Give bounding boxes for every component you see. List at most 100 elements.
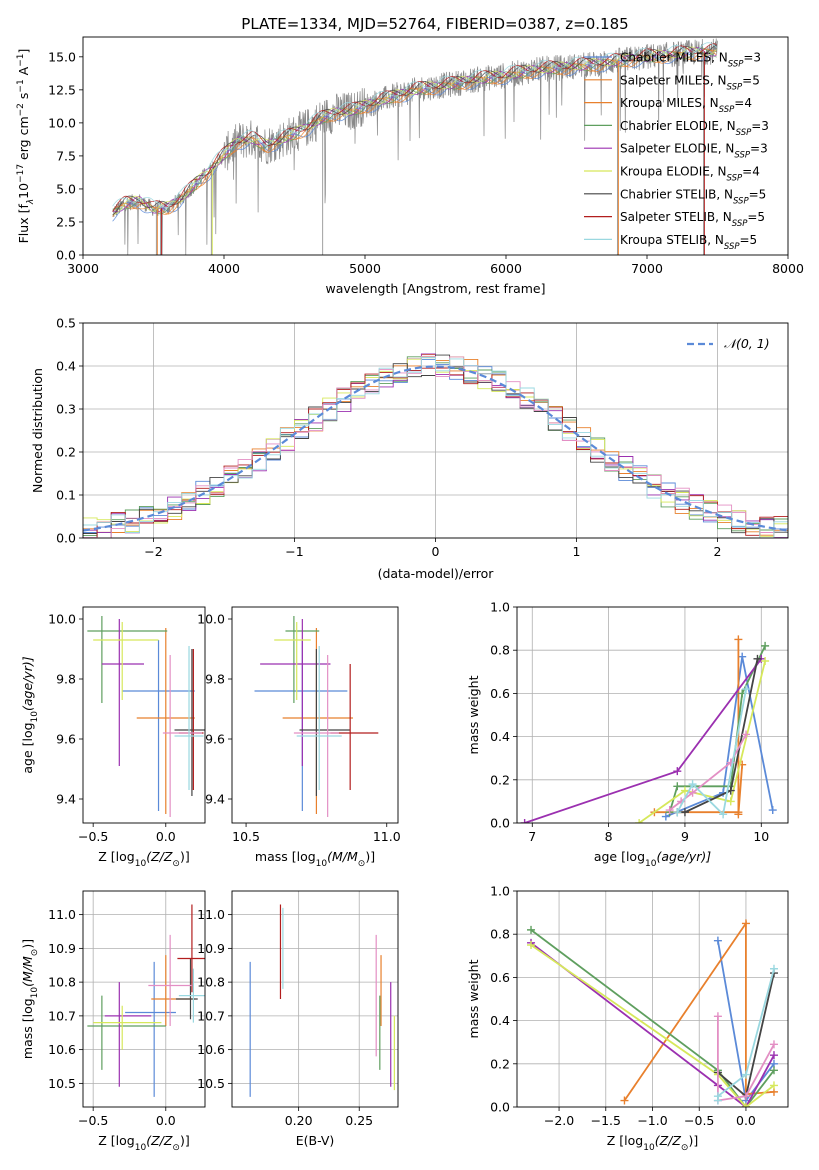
spectrum-plot-area [112, 38, 718, 255]
massweight-marker [635, 819, 644, 823]
y-tick-label: 0.4 [56, 359, 76, 374]
massweight-marker [726, 797, 735, 806]
grid [83, 891, 205, 1107]
x-axis-label-part: )] [180, 849, 190, 864]
grid [232, 891, 398, 1107]
y-tick-label: 0.8 [490, 643, 510, 658]
y-axis-label-part: ] [16, 49, 31, 54]
y-axis-label-part: 10 [16, 183, 31, 199]
x-tick-label: 1 [573, 544, 581, 559]
y-tick-label: 1.0 [490, 600, 510, 615]
massweight-marker [738, 652, 747, 661]
age-vs-mass-panel: 10.5 11.0 9.4 9.6 9.8 10.0 mass [log10(M/M⊙)] [197, 606, 401, 869]
massweight-line [530, 929, 775, 1107]
axes-frame [82, 36, 789, 256]
errorbar-point [177, 904, 205, 993]
x-tick-label: 2 [714, 544, 722, 559]
y-axis-label-part: mass [log [20, 998, 35, 1059]
y-axis-label-part: −1 [16, 54, 26, 67]
massweight-line [676, 688, 747, 817]
errorbar-point [260, 619, 331, 766]
x-axis-label-part: age [log [594, 849, 645, 864]
y-tick-label: 0.8 [490, 927, 510, 942]
y-axis-label: age [log10(age/yr)] [20, 656, 40, 773]
legend-entry-part: =5 [740, 233, 758, 247]
y-axis-label: mass weight [466, 675, 481, 754]
legend-entry-part: SSP [724, 242, 740, 252]
y-tick-label: 0.0 [56, 248, 76, 263]
y-tick-label: 15.0 [48, 49, 76, 64]
errorbar-point [330, 664, 379, 790]
massweight-marker [661, 812, 670, 821]
massweight-marker [769, 1066, 778, 1075]
legend-entry: Chabrier ELODIE, NSSP=3 [620, 119, 769, 138]
y-tick-label: 2.5 [56, 214, 76, 229]
errorbar-point [162, 655, 203, 817]
legend-entry: Salpeter MILES, NSSP=5 [620, 73, 760, 92]
errorbar-point [93, 622, 159, 700]
massweight-line [668, 645, 766, 813]
y-axis-label-part: 10 [30, 987, 40, 999]
y-tick-label: 10.7 [48, 1008, 76, 1023]
massweight-marker [734, 635, 743, 644]
legend-entry: Kroupa STELIB, NSSP=5 [620, 233, 757, 252]
y-axis-label-part: −1 [16, 79, 26, 92]
x-axis-label-part: (Z/Z [655, 1133, 682, 1148]
x-axis-label: Z [log10(Z/Z⊙)] [98, 849, 189, 869]
axes-frame [82, 890, 206, 1108]
x-axis-label-part: (M/M [327, 849, 358, 864]
y-axis-label-part: s [16, 93, 31, 104]
y-axis-label-part: erg cm [16, 116, 31, 164]
legend-entry-part: SSP [732, 219, 748, 229]
massweight-marker [741, 1070, 750, 1079]
x-axis-label-part: (age/yr)] [656, 849, 711, 864]
errorbar-point [136, 628, 195, 814]
massweight-series [665, 730, 751, 815]
x-axis-label-part: ⊙ [681, 1143, 689, 1153]
x-tick-label: 10.5 [232, 829, 260, 844]
errorbar-plot-area [87, 616, 205, 817]
y-axis-label-part: )] [20, 939, 35, 949]
massweight-marker [527, 941, 536, 949]
legend-entry-part: Chabrier STELIB, N [620, 187, 733, 201]
massweight-marker [620, 1096, 629, 1105]
legend-entry-part: SSP [727, 174, 743, 184]
legend-entry: Salpeter ELODIE, NSSP=3 [620, 142, 768, 161]
y-tick-label: 10.5 [197, 1076, 225, 1091]
massweight-line [717, 1016, 775, 1102]
x-tick-label: 0.20 [285, 1113, 313, 1128]
y-tick-label: 9.4 [56, 792, 76, 807]
axes-frame [231, 606, 399, 824]
x-axis-label-part: 10 [645, 859, 657, 869]
y-tick-label: 10.9 [197, 941, 225, 956]
y-tick-label: 10.0 [197, 612, 225, 627]
axes-frame [516, 606, 789, 824]
axes-frame [82, 606, 206, 824]
y-tick-label: 0.2 [56, 445, 76, 460]
x-tick-label: −0.5 [684, 1113, 714, 1128]
errorbar-plot-area [87, 904, 205, 1097]
y-tick-label: 9.4 [205, 792, 225, 807]
y-tick-label: 1.0 [490, 884, 510, 899]
x-tick-label: 0.0 [736, 1113, 756, 1128]
x-tick-label: −2.0 [544, 1113, 574, 1128]
y-axis-label: mass [log10(M/M⊙)] [20, 939, 40, 1059]
x-axis-label-part: )] [688, 1133, 698, 1148]
massweight-series [635, 657, 770, 823]
errorbar-point [125, 961, 176, 1097]
massweight-marker [673, 767, 682, 776]
y-tick-label: 10.8 [48, 975, 76, 990]
massweight-series [620, 919, 778, 1105]
y-tick-label: 10.0 [48, 115, 76, 130]
y-axis-label: Normed distribution [30, 368, 45, 493]
mass-vs-ebv-panel: 0.20 0.25 10.5 10.6 10.7 10.8 10.9 11.0 E(B-V) [197, 890, 399, 1148]
y-tick-label: 10.6 [197, 1042, 225, 1057]
mass-vs-metallicity-panel: −0.5 0.010.510.610.710.810.911.0Z [log10(… [20, 890, 206, 1153]
model-spectrum-line [112, 42, 717, 209]
legend-entry-part: SSP [733, 196, 749, 206]
massweight-marker [769, 1051, 778, 1060]
model-spectrum-line [112, 46, 717, 215]
grid [517, 606, 788, 824]
